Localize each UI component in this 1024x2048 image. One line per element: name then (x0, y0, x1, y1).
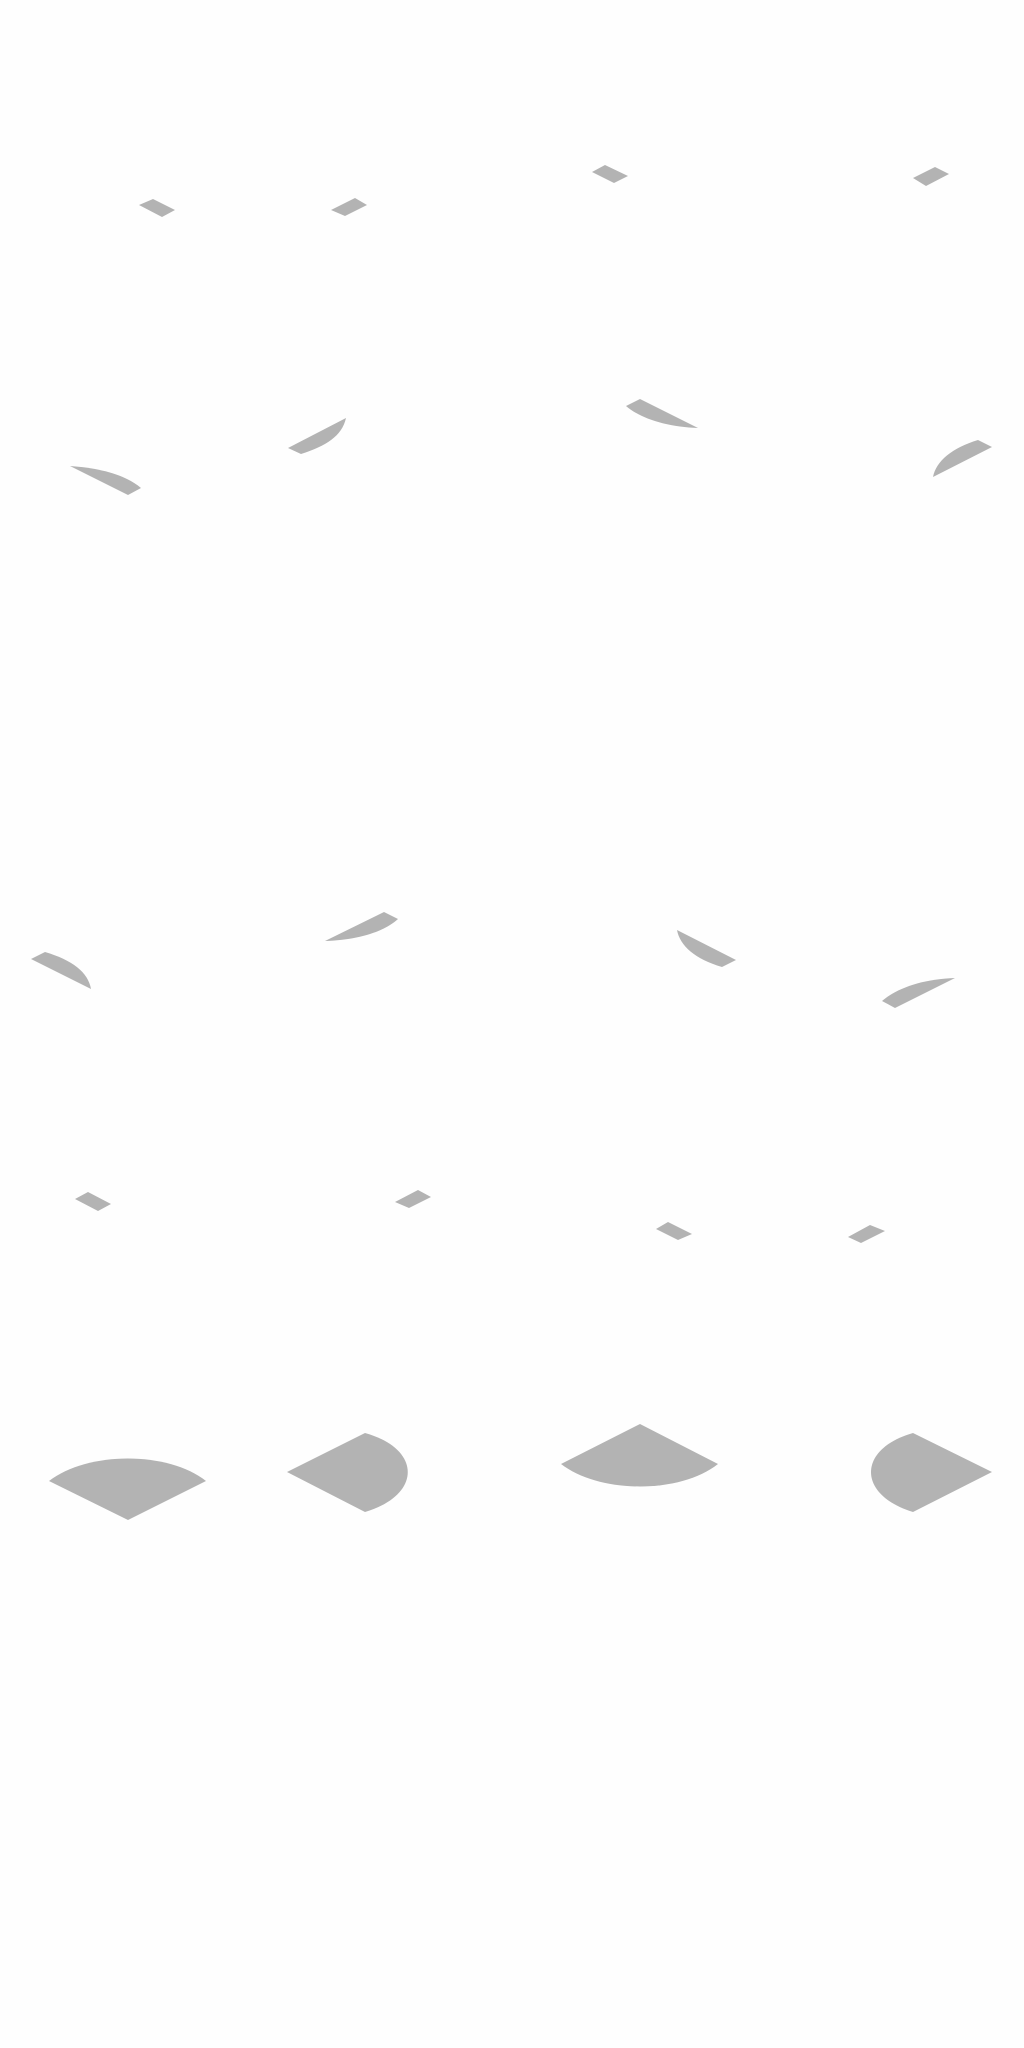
half-shadow-right (287, 1433, 408, 1512)
curved-shadow-southeast (325, 912, 398, 941)
row-small-tile-shadows-b (75, 1190, 885, 1243)
curved-shadow-east-lower (882, 978, 955, 1008)
half-shadow-left (871, 1433, 992, 1512)
tile-shadow-northwest (592, 165, 628, 183)
curved-shadow-east (288, 418, 346, 454)
curved-shadow-south (677, 930, 736, 967)
tile-shadow-b-southeast (395, 1190, 431, 1208)
tile-shadow-b-northeast (848, 1225, 885, 1243)
tile-shadow-b-southwest (75, 1192, 111, 1211)
half-shadow-bottom (49, 1458, 206, 1520)
row-large-half-shadows (49, 1424, 992, 1520)
row-curved-shadows-b (31, 912, 955, 1008)
tile-shadow-northeast (913, 167, 949, 186)
tile-shadow-southeast (331, 198, 367, 216)
curved-shadow-north (626, 399, 698, 428)
half-shadow-top (561, 1424, 718, 1487)
curved-shadow-southwest (31, 952, 91, 989)
row-small-tile-shadows (139, 165, 949, 217)
row-curved-shadows-a (70, 399, 992, 495)
curved-shadow-northeast (933, 440, 992, 477)
tile-shadow-southwest (139, 199, 175, 217)
tile-shadow-b-northwest (656, 1222, 692, 1240)
curved-shadow-west (70, 466, 141, 495)
